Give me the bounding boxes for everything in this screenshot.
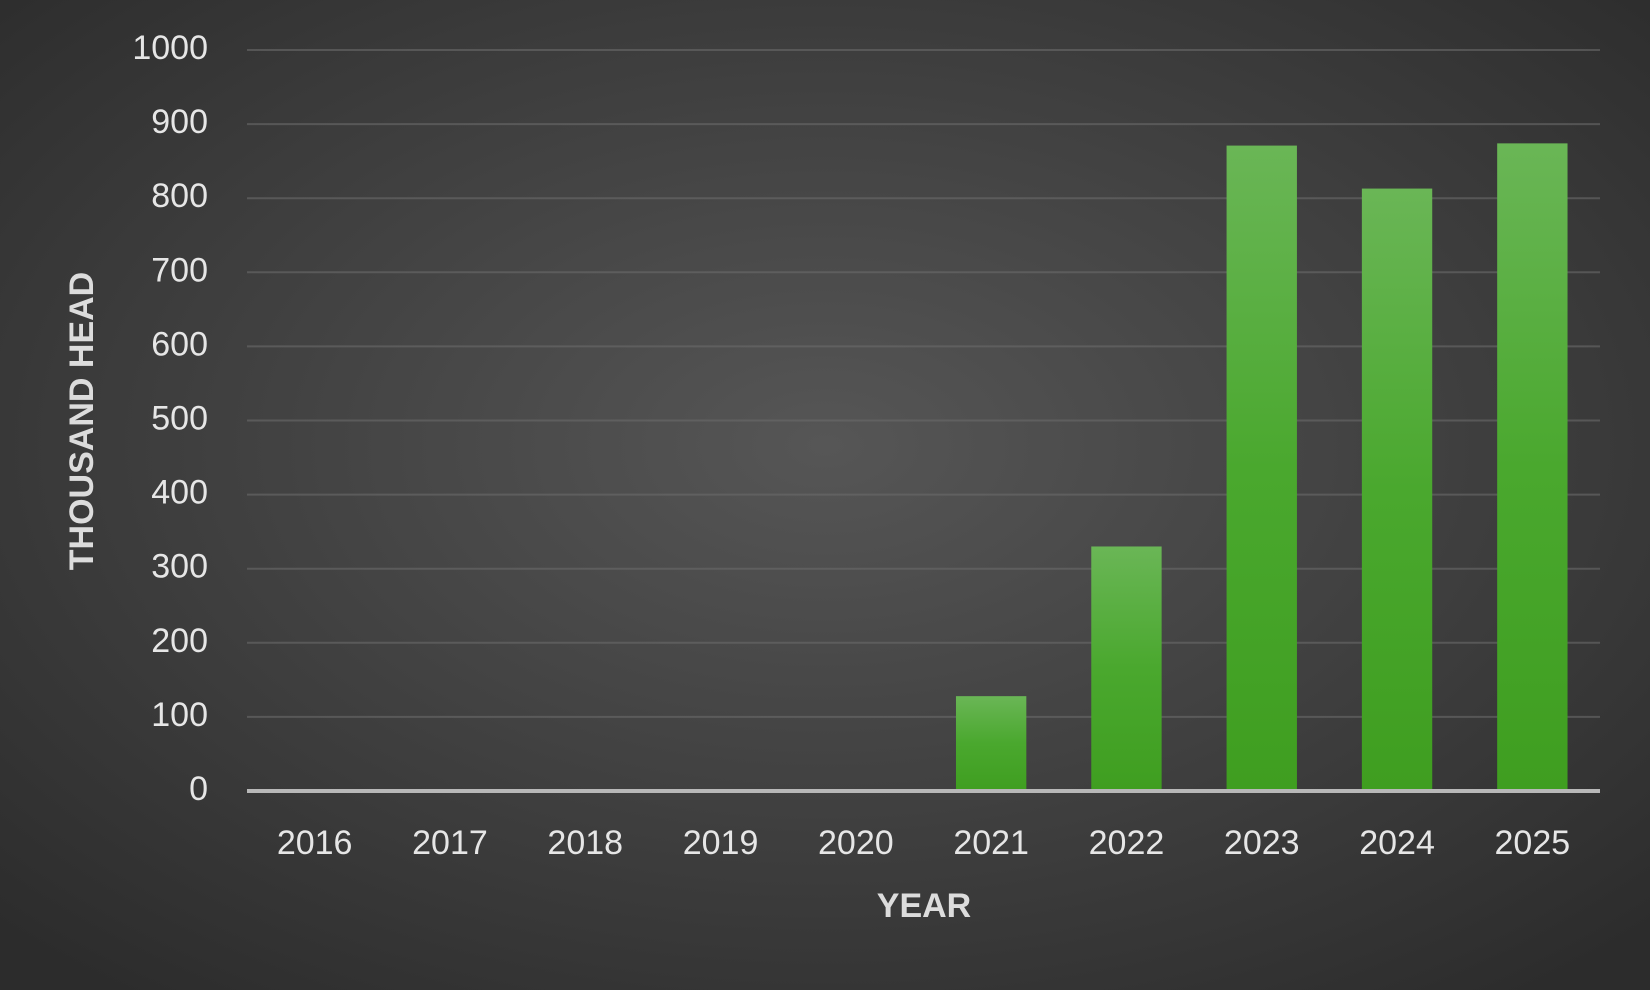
x-tick-label: 2016 (277, 824, 353, 862)
y-tick-label: 1000 (132, 29, 208, 67)
x-tick-label: 2020 (818, 824, 894, 862)
bar (1497, 143, 1568, 792)
y-tick-label: 400 (151, 474, 208, 512)
x-axis-title: YEAR (877, 887, 971, 925)
bar (1226, 145, 1297, 792)
y-tick-label: 100 (151, 696, 208, 734)
y-tick-label: 700 (151, 251, 208, 289)
y-tick-label: 600 (151, 325, 208, 363)
y-tick-label: 500 (151, 399, 208, 437)
y-tick-label: 900 (151, 103, 208, 141)
bar (1361, 188, 1433, 791)
x-tick-label: 2022 (1089, 824, 1165, 862)
bar (955, 696, 1027, 791)
y-tick-label: 800 (151, 177, 208, 215)
y-tick-label: 200 (151, 622, 208, 660)
x-tick-label: 2017 (412, 824, 488, 862)
y-axis-title: THOUSAND HEAD (63, 272, 101, 570)
x-tick-label: 2018 (547, 824, 623, 862)
x-tick-label: 2025 (1495, 824, 1571, 862)
y-tick-label: 300 (151, 548, 208, 586)
y-tick-label: 0 (189, 770, 208, 808)
x-tick-label: 2019 (683, 824, 759, 862)
x-tick-label: 2024 (1359, 824, 1435, 862)
bar (1091, 546, 1162, 791)
x-tick-label: 2023 (1224, 824, 1300, 862)
x-tick-label: 2021 (953, 824, 1029, 862)
